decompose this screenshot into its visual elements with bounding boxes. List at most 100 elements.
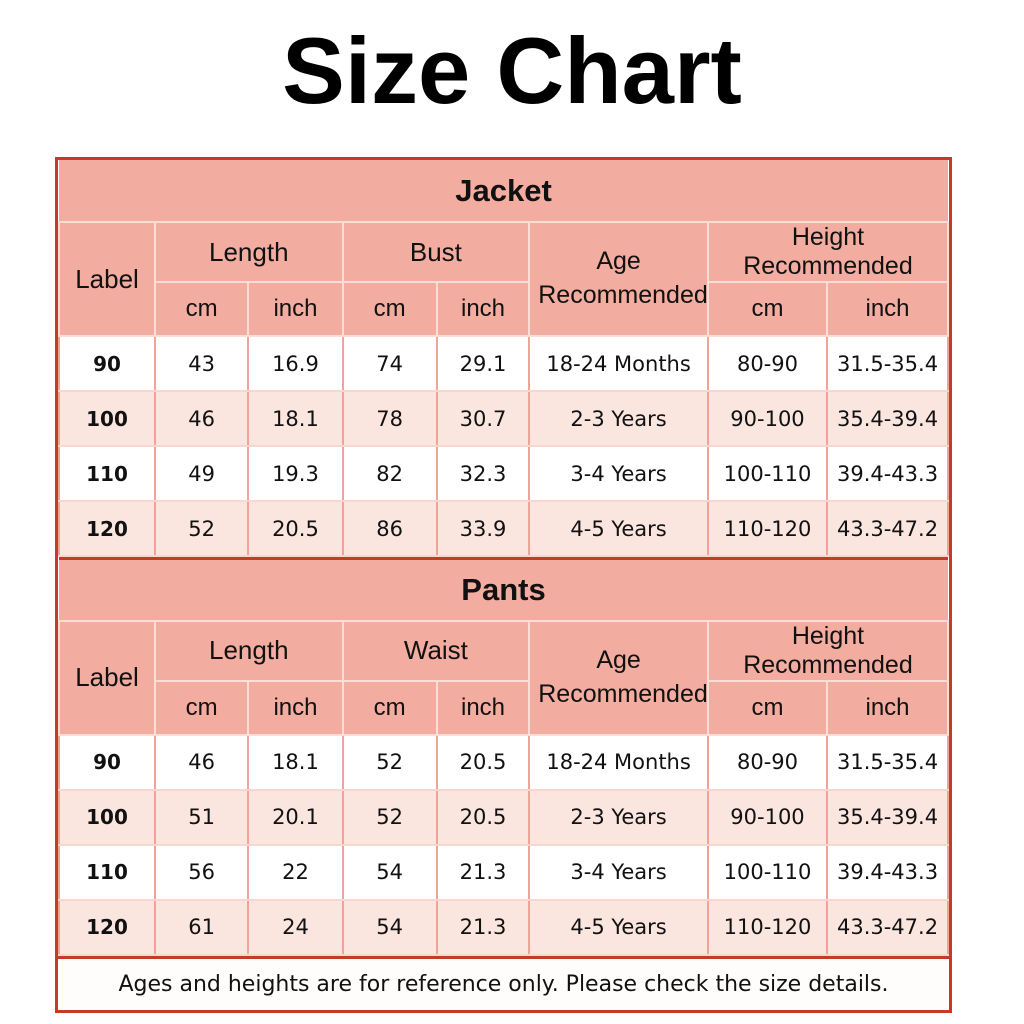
table-cell: 4-5 Years xyxy=(528,500,709,557)
table-cell: 100-110 xyxy=(706,843,829,901)
table-cell: 110-120 xyxy=(706,898,829,956)
table-cell: 32.3 xyxy=(435,445,531,502)
table-cell: 80-90 xyxy=(706,733,829,791)
jacket-table: Jacket Label Length Bust Age Recommended… xyxy=(58,160,950,557)
table-cell: 46 xyxy=(153,390,250,447)
unit-header-height-cm: cm xyxy=(706,281,829,337)
jacket-unit-header-row: cm inch cm inch cm inch xyxy=(59,281,949,337)
table-cell: 31.5-35.4 xyxy=(826,733,949,791)
table-cell: 30.7 xyxy=(435,390,531,447)
table-cell: 18.1 xyxy=(247,390,344,447)
table-cell: 82 xyxy=(341,445,438,502)
column-header-length: Length xyxy=(154,221,344,283)
table-cell: 29.1 xyxy=(435,335,531,392)
table-cell: 33.9 xyxy=(435,500,531,557)
table-cell: 61 xyxy=(153,898,250,956)
unit-header-length-cm: cm xyxy=(153,281,250,337)
table-row: 120 52 20.5 86 33.9 4-5 Years 110-120 43… xyxy=(58,500,949,557)
unit-header-bust-cm: cm xyxy=(341,281,438,337)
table-cell: 56 xyxy=(153,843,250,901)
pants-group-header-row: Label Length Waist Age Recommended Heigh… xyxy=(58,619,950,736)
table-cell: 100-110 xyxy=(706,445,829,502)
unit-header-height-inch: inch xyxy=(826,281,949,337)
table-row: 100 46 18.1 78 30.7 2-3 Years 90-100 35.… xyxy=(58,390,949,447)
table-cell: 90-100 xyxy=(706,788,829,846)
table-cell: 21.3 xyxy=(435,843,531,901)
jacket-section-title: Jacket xyxy=(59,160,948,223)
table-cell: 3-4 Years xyxy=(528,843,709,901)
table-cell: 52 xyxy=(153,500,250,557)
column-header-height: Height Recommended xyxy=(706,221,950,283)
unit-header-waist-inch: inch xyxy=(435,679,531,736)
table-cell: 3-4 Years xyxy=(528,445,709,502)
row-label-cell: 110 xyxy=(58,843,156,901)
table-cell: 74 xyxy=(341,335,438,392)
table-cell: 22 xyxy=(247,843,344,901)
table-row: 90 43 16.9 74 29.1 18-24 Months 80-90 31… xyxy=(58,335,949,392)
table-row: 100 51 20.1 52 20.5 2-3 Years 90-100 35.… xyxy=(58,788,949,846)
table-cell: 80-90 xyxy=(706,335,829,392)
table-cell: 43.3-47.2 xyxy=(826,500,949,557)
page-title: Size Chart xyxy=(282,18,742,123)
row-label-cell: 100 xyxy=(58,390,156,447)
table-cell: 35.4-39.4 xyxy=(826,390,949,447)
table-cell: 20.5 xyxy=(435,733,531,791)
table-row: 110 49 19.3 82 32.3 3-4 Years 100-110 39… xyxy=(58,445,949,502)
table-row: 110 56 22 54 21.3 3-4 Years 100-110 39.4… xyxy=(58,843,949,901)
jacket-section-row: Jacket xyxy=(59,160,948,223)
column-header-waist: Waist xyxy=(341,619,531,682)
table-cell: 35.4-39.4 xyxy=(826,788,949,846)
table-cell: 21.3 xyxy=(435,898,531,956)
pants-section-row: Pants xyxy=(59,558,948,622)
unit-header-height-inch: inch xyxy=(826,679,949,736)
table-cell: 43 xyxy=(153,335,250,392)
table-cell: 39.4-43.3 xyxy=(826,445,949,502)
table-cell: 90-100 xyxy=(706,390,829,447)
table-cell: 43.3-47.2 xyxy=(826,898,949,956)
table-cell: 4-5 Years xyxy=(528,898,709,956)
table-cell: 16.9 xyxy=(247,335,344,392)
unit-header-height-cm: cm xyxy=(706,679,829,736)
row-label-cell: 100 xyxy=(58,788,156,846)
row-label-cell: 120 xyxy=(58,500,156,557)
table-cell: 20.5 xyxy=(247,500,344,557)
table-cell: 19.3 xyxy=(247,445,344,502)
table-row: 120 61 24 54 21.3 4-5 Years 110-120 43.3… xyxy=(58,898,949,956)
row-label-cell: 110 xyxy=(58,445,156,502)
table-cell: 18-24 Months xyxy=(528,335,709,392)
pants-unit-header-row: cm inch cm inch cm inch xyxy=(59,679,949,736)
table-cell: 54 xyxy=(341,898,438,956)
column-header-length: Length xyxy=(154,619,344,682)
table-cell: 2-3 Years xyxy=(528,788,709,846)
table-cell: 20.1 xyxy=(247,788,344,846)
table-cell: 18-24 Months xyxy=(528,733,709,791)
jacket-group-header-row: Label Length Bust Age Recommended Height… xyxy=(58,221,950,337)
table-cell: 20.5 xyxy=(435,788,531,846)
table-cell: 24 xyxy=(247,898,344,956)
unit-header-length-inch: inch xyxy=(247,281,344,337)
row-label-cell: 90 xyxy=(58,733,156,791)
row-label-cell: 90 xyxy=(58,335,156,392)
pants-table: Pants Label Length Waist Age Recommended… xyxy=(58,557,950,956)
unit-header-bust-inch: inch xyxy=(435,281,531,337)
table-cell: 49 xyxy=(153,445,250,502)
table-cell: 54 xyxy=(341,843,438,901)
table-cell: 110-120 xyxy=(706,500,829,557)
pants-section-title: Pants xyxy=(59,558,948,622)
table-cell: 52 xyxy=(341,733,438,791)
unit-header-length-inch: inch xyxy=(247,679,344,736)
table-cell: 51 xyxy=(153,788,250,846)
table-row: 90 46 18.1 52 20.5 18-24 Months 80-90 31… xyxy=(58,733,949,791)
table-cell: 52 xyxy=(341,788,438,846)
column-header-age: Age Recommended xyxy=(528,221,709,337)
table-cell: 2-3 Years xyxy=(528,390,709,447)
table-cell: 18.1 xyxy=(247,733,344,791)
size-chart: Jacket Label Length Bust Age Recommended… xyxy=(55,157,952,1013)
column-header-height: Height Recommended xyxy=(706,619,950,682)
table-cell: 78 xyxy=(341,390,438,447)
column-header-bust: Bust xyxy=(341,221,531,283)
unit-header-waist-cm: cm xyxy=(341,679,438,736)
footer-note: Ages and heights are for reference only.… xyxy=(58,955,949,1010)
table-cell: 39.4-43.3 xyxy=(826,843,949,901)
